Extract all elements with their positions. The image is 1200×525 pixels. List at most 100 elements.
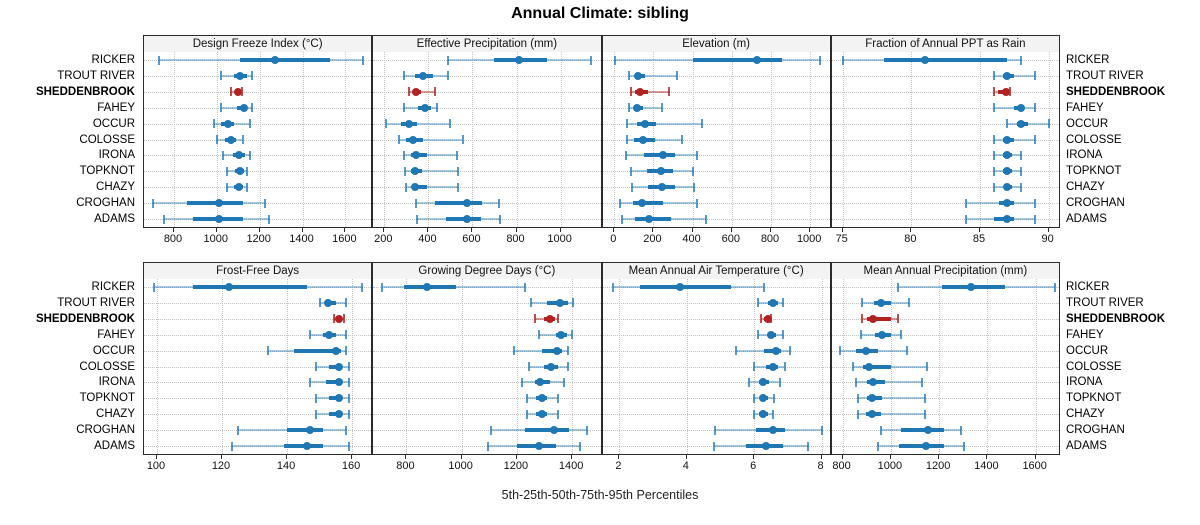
whisker-cap-95 <box>456 150 459 160</box>
site-label-left-adams: ADAMS <box>94 440 135 453</box>
x-axis-tick <box>685 455 687 459</box>
x-axis-tick-label: 1400 <box>974 460 999 472</box>
h-gridline <box>373 139 601 141</box>
median-dot <box>676 283 684 291</box>
whisker-cap-5 <box>857 393 860 403</box>
site-label-left-occur: OCCUR <box>92 344 135 357</box>
whisker-5-95 <box>735 349 790 352</box>
median-dot <box>758 378 767 387</box>
whisker-cap-5 <box>385 119 388 129</box>
v-gridline <box>461 279 463 454</box>
whisker-cap-95 <box>344 346 347 356</box>
h-gridline <box>831 139 1059 141</box>
median-dot <box>462 215 471 223</box>
whisker-cap-95 <box>497 198 500 208</box>
whisker-cap-95 <box>433 87 436 97</box>
median-dot <box>323 298 332 307</box>
median-dot <box>411 183 420 192</box>
whisker-cap-5 <box>525 393 528 403</box>
site-label-left-topknot: TOPKNOT <box>79 392 135 405</box>
v-gridline <box>771 52 772 227</box>
site-label-right-sheddenbrook: SHEDDENBROOK <box>1066 312 1166 325</box>
site-label-right-topknot: TOPKNOT <box>1066 392 1122 405</box>
median-dot <box>644 215 653 223</box>
v-gridline <box>472 52 474 227</box>
h-gridline <box>831 203 1059 205</box>
median-dot <box>537 410 546 419</box>
whisker-cap-95 <box>923 409 926 419</box>
whisker-cap-5 <box>318 298 321 308</box>
h-gridline <box>831 75 1059 77</box>
median-dot <box>236 71 245 80</box>
whisker-cap-95 <box>457 166 460 176</box>
whisker-cap-5 <box>753 409 756 419</box>
h-gridline <box>144 318 372 320</box>
site-label-right-occur: OCCUR <box>1066 117 1109 130</box>
h-gridline <box>831 171 1059 173</box>
whisker-5-95 <box>627 122 703 125</box>
median-dot <box>418 71 427 80</box>
x-axis-tick-label: 1600 <box>332 233 357 245</box>
median-dot <box>215 215 223 223</box>
median-dot <box>1017 119 1026 128</box>
median-dot <box>762 442 770 450</box>
v-gridline <box>890 279 892 454</box>
whisker-cap-5 <box>992 103 995 113</box>
whisker-cap-95 <box>347 441 350 451</box>
whisker-cap-5 <box>611 282 614 292</box>
whisker-cap-95 <box>590 55 593 65</box>
v-gridline <box>516 279 518 454</box>
h-gridline <box>373 155 601 157</box>
h-gridline <box>144 107 372 109</box>
h-gridline <box>144 302 372 304</box>
x-axis-tick <box>405 455 407 459</box>
whisker-cap-5 <box>753 393 756 403</box>
x-axis-tick <box>173 228 174 232</box>
h-gridline <box>144 219 372 221</box>
median-dot <box>547 362 556 371</box>
median-dot <box>223 119 232 128</box>
v-gridline <box>911 52 913 227</box>
whisker-cap-95 <box>566 362 569 371</box>
whisker-cap-95 <box>344 425 347 435</box>
whisker-cap-95 <box>360 282 363 292</box>
whisker-cap-5 <box>619 198 622 208</box>
whisker-cap-95 <box>268 214 271 224</box>
whisker-cap-5 <box>992 71 995 81</box>
median-dot <box>640 119 649 128</box>
whisker-cap-95 <box>344 298 347 308</box>
h-gridline <box>602 203 830 205</box>
x-axis-tick-label: 90 <box>1041 233 1054 245</box>
whisker-cap-5 <box>760 314 762 324</box>
site-label-left-sheddenbrook: SHEDDENBROOK <box>35 312 135 325</box>
panel-plot-design-freeze-index-c <box>143 52 373 228</box>
x-axis-tick <box>460 455 462 459</box>
x-axis-tick-label: 140 <box>276 460 296 472</box>
median-dot <box>1003 215 1012 223</box>
whisker-cap-5 <box>416 214 419 224</box>
whisker-cap-95 <box>251 103 254 113</box>
median-dot <box>1017 103 1026 112</box>
x-axis-tick <box>301 228 303 232</box>
h-gridline <box>144 75 372 77</box>
whisker-cap-95 <box>457 182 460 192</box>
site-label-right-irona: IRONA <box>1066 376 1103 389</box>
whisker-cap-95 <box>963 441 966 451</box>
median-dot <box>924 426 933 435</box>
whisker-cap-95 <box>763 282 766 292</box>
whisker-cap-5 <box>447 55 450 65</box>
whisker-cap-5 <box>753 362 756 371</box>
whisker-cap-5 <box>163 214 166 224</box>
h-gridline <box>144 350 372 352</box>
whisker-cap-5 <box>403 103 406 113</box>
whisker-cap-95 <box>899 330 902 340</box>
h-gridline <box>602 334 830 336</box>
whisker-cap-5 <box>528 362 531 371</box>
whisker-cap-95 <box>498 214 501 224</box>
median-dot <box>412 87 421 96</box>
site-label-right-ricker: RICKER <box>1066 53 1110 66</box>
x-axis-tick <box>351 455 353 459</box>
h-gridline <box>831 446 1059 448</box>
whisker-cap-5 <box>266 346 269 356</box>
whisker-5-95 <box>858 413 925 416</box>
